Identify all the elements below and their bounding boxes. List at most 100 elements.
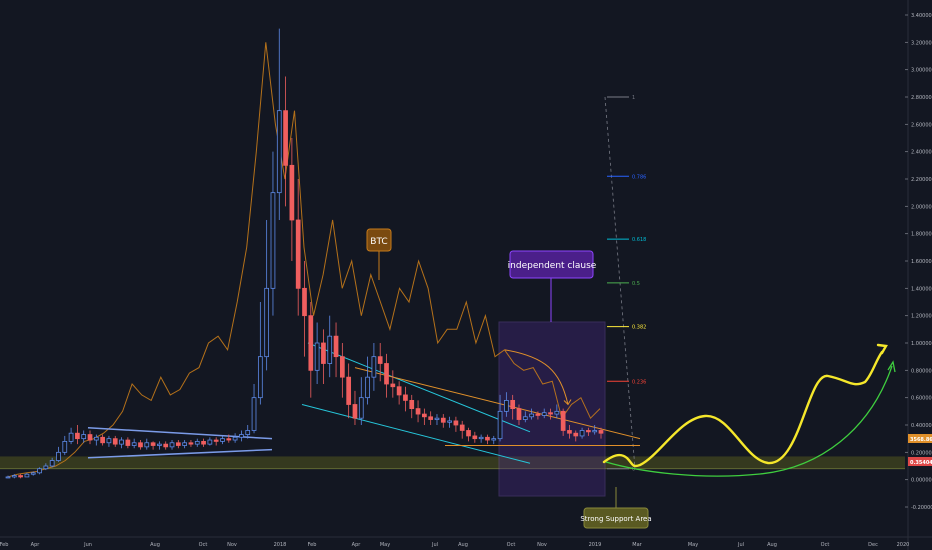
candle-up bbox=[119, 439, 124, 445]
x-tick-label: Jun bbox=[83, 542, 92, 548]
candle-down bbox=[213, 439, 219, 442]
green-forecast-arrowhead bbox=[887, 360, 896, 373]
candle-up bbox=[592, 430, 598, 433]
x-tick-label: 2020 bbox=[897, 542, 910, 548]
x-tick-label: Nov bbox=[227, 542, 237, 548]
candle-down bbox=[18, 475, 23, 478]
x-tick-label: 2018 bbox=[274, 542, 287, 548]
candle-down bbox=[510, 399, 516, 409]
candle-up bbox=[169, 442, 175, 448]
yellow-forecast-arrowhead bbox=[876, 343, 888, 355]
y-tick-label: 0.60000 bbox=[911, 396, 932, 402]
candle-down bbox=[560, 410, 566, 431]
btc-line bbox=[7, 42, 601, 478]
candle-down bbox=[586, 430, 591, 433]
candle-down bbox=[422, 413, 427, 418]
candle-up bbox=[131, 442, 137, 446]
candle-up bbox=[49, 460, 55, 467]
candle-up bbox=[30, 472, 36, 475]
x-tick-label: Aug bbox=[150, 542, 160, 548]
candle-up bbox=[434, 417, 440, 420]
candle-up bbox=[365, 376, 370, 399]
x-tick-label: Mar bbox=[632, 542, 642, 548]
btc-price-tag bbox=[908, 434, 932, 443]
y-tick-label: 0.00000 bbox=[911, 478, 932, 484]
decline-arrowhead bbox=[563, 399, 572, 406]
x-axis: Feb Apr Jun Aug Oct Nov 2018 Feb Apr May Jul Aug Oct… bbox=[0, 536, 932, 548]
y-tick-label: 3.20000 bbox=[911, 40, 932, 46]
candle-up bbox=[497, 410, 503, 440]
candle-down bbox=[466, 430, 471, 437]
candle-down bbox=[226, 438, 232, 441]
candle-up bbox=[314, 342, 320, 371]
y-tick-label: 1.00000 bbox=[911, 341, 932, 347]
candle-down bbox=[396, 386, 402, 396]
candle-up bbox=[207, 439, 213, 445]
y-tick-label: 1.20000 bbox=[911, 314, 932, 320]
y-tick-label: 2.60000 bbox=[911, 122, 932, 128]
btc-price-tag-label: 3568.86 bbox=[910, 437, 932, 443]
candle-down bbox=[598, 430, 604, 434]
green-forecast-curve bbox=[605, 365, 893, 477]
candle-up bbox=[447, 420, 452, 423]
fib-level-label: 0.618 bbox=[632, 237, 646, 243]
y-tick-label: 3.00000 bbox=[911, 68, 932, 74]
candle-up bbox=[194, 440, 200, 445]
fib-level-label: 0.236 bbox=[632, 379, 646, 385]
x-tick-label: Feb bbox=[308, 542, 317, 548]
current-price-tag-label: 0.35404 bbox=[910, 460, 932, 466]
candle-down bbox=[459, 424, 465, 431]
x-tick-label: Aug bbox=[458, 542, 468, 548]
candle-down bbox=[333, 335, 339, 358]
candle-up bbox=[5, 476, 11, 479]
candle-down bbox=[390, 383, 396, 388]
candle-down bbox=[453, 420, 459, 426]
x-tick-label: Oct bbox=[507, 542, 516, 548]
y-tick-label: 2.80000 bbox=[911, 95, 932, 101]
candle-up bbox=[157, 443, 162, 446]
y-tick-label: 2.20000 bbox=[911, 177, 932, 183]
candle-down bbox=[283, 110, 288, 166]
y-tick-label: 2.40000 bbox=[911, 150, 932, 156]
candle-down bbox=[472, 435, 478, 440]
y-tick-label: 3.40000 bbox=[911, 13, 932, 19]
candle-down bbox=[163, 443, 169, 448]
candle-down bbox=[352, 404, 358, 419]
candle-down bbox=[384, 363, 389, 385]
candle-down bbox=[302, 287, 307, 317]
candle-down bbox=[377, 356, 383, 364]
btc-callout-label: BTC bbox=[370, 237, 387, 247]
support-zone-layer bbox=[0, 456, 905, 470]
candle-up bbox=[11, 475, 17, 478]
candle-up bbox=[327, 335, 333, 364]
x-tick-label: Aug bbox=[767, 542, 777, 548]
fib-level-label: 0.786 bbox=[632, 174, 646, 180]
candle-down bbox=[567, 430, 572, 434]
candle-up bbox=[220, 438, 225, 442]
candle-down bbox=[415, 408, 421, 415]
candle-up bbox=[232, 436, 238, 441]
candle-down bbox=[485, 436, 490, 441]
y-tick-label: 0.40000 bbox=[911, 423, 932, 429]
y-axis: 3.40000 3.20000 3.00000 2.80000 2.60000 2.400… bbox=[905, 0, 932, 550]
candle-down bbox=[403, 394, 408, 401]
candle-down bbox=[321, 342, 326, 364]
support-callout-label: Strong Support Area bbox=[580, 515, 651, 523]
y-tick-label: 1.40000 bbox=[911, 286, 932, 292]
support-zone bbox=[0, 456, 905, 469]
descending-resistance-line bbox=[354, 367, 641, 440]
candle-down bbox=[409, 399, 415, 409]
channel-lower-trendline bbox=[301, 404, 531, 464]
candle-down bbox=[75, 432, 80, 440]
fib-level-label: 0 bbox=[632, 467, 635, 473]
candle-down bbox=[289, 164, 295, 221]
x-tick-label: May bbox=[380, 542, 390, 548]
candle-down bbox=[308, 315, 314, 371]
x-tick-label: Nov bbox=[537, 542, 547, 548]
x-tick-label: Jul bbox=[737, 542, 744, 548]
x-tick-label: Oct bbox=[821, 542, 830, 548]
candle-down bbox=[112, 438, 118, 445]
price-tags-layer: 3568.86 0.35404 bbox=[908, 434, 932, 466]
candle-up bbox=[491, 438, 497, 441]
